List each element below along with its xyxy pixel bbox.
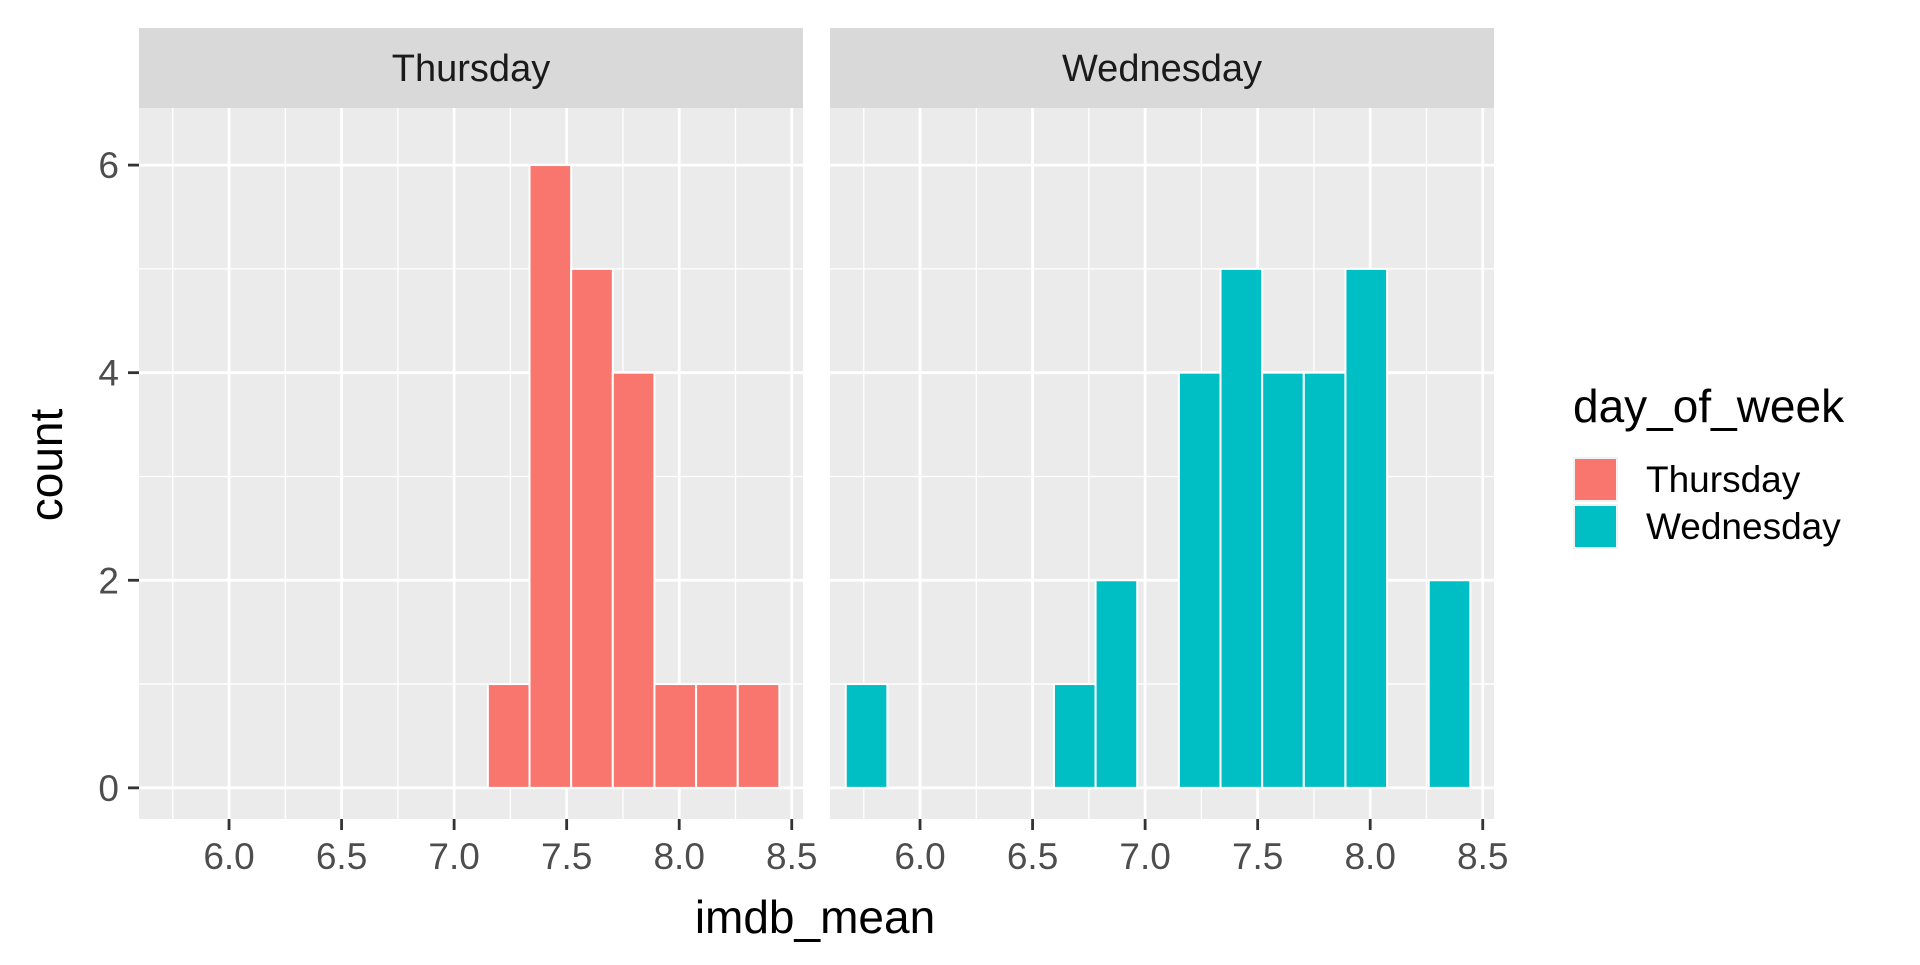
facet-strip: [139, 28, 803, 108]
histogram-bar: [528, 164, 573, 789]
plot-background: [830, 108, 1494, 819]
histogram-bar: [736, 683, 781, 789]
histogram-bar: [844, 683, 889, 789]
x-tick-label: 6.0: [203, 836, 254, 877]
x-tick-label: 7.0: [428, 836, 479, 877]
facet-strip: [830, 28, 1494, 108]
legend-label-wednesday: Wednesday: [1646, 506, 1841, 547]
histogram-bar: [1219, 267, 1264, 789]
legend-swatch-wednesday: [1575, 506, 1616, 547]
x-tick-label: 7.5: [1232, 836, 1283, 877]
histogram-bar: [1094, 579, 1139, 789]
x-tick-label: 8.5: [1457, 836, 1508, 877]
histogram-bar: [1344, 267, 1389, 789]
facet-strip-label: Wednesday: [1062, 48, 1262, 90]
x-axis-title: imdb_mean: [695, 891, 935, 943]
legend: day_of_week Thursday Wednesday: [1573, 380, 1845, 549]
histogram-bar: [1302, 371, 1347, 789]
y-tick-label: 6: [98, 145, 119, 186]
panels-layer: Thursday Wednesday: [139, 28, 1494, 819]
histogram-bar: [1177, 371, 1222, 789]
x-tick-label: 8.0: [1344, 836, 1395, 877]
x-tick-label: 6.5: [1007, 836, 1058, 877]
histogram-bar: [486, 683, 531, 789]
x-tick-label: 6.5: [316, 836, 367, 877]
histogram-bar: [653, 683, 698, 789]
histogram-bar: [1052, 683, 1097, 789]
x-tick-label: 7.0: [1119, 836, 1170, 877]
panel-thursday: Thursday: [139, 28, 803, 819]
histogram-bar: [695, 683, 739, 789]
x-tick-label: 6.0: [894, 836, 945, 877]
y-tick-label: 4: [98, 353, 119, 394]
y-tick-label: 0: [98, 768, 119, 809]
axes-layer: 6.0 6.5 7.0 7.5 8.0 8.5 6.0 6.5 7.0 7.5 8.0 8.5 0 2 4 6: [98, 145, 1508, 877]
histogram-bar: [611, 371, 656, 789]
legend-swatch-thursday: [1575, 459, 1616, 500]
panel-wednesday: Wednesday: [830, 28, 1494, 819]
x-tick-label: 7.5: [541, 836, 592, 877]
histogram-bar: [570, 267, 614, 789]
histogram-bar: [1427, 579, 1472, 789]
x-tick-label: 8.5: [766, 836, 817, 877]
x-tick-label: 8.0: [653, 836, 704, 877]
facet-strip-label: Thursday: [392, 48, 550, 90]
histogram-bar: [1261, 371, 1305, 789]
legend-title: day_of_week: [1573, 380, 1845, 432]
legend-label-thursday: Thursday: [1646, 459, 1801, 500]
y-axis-title: count: [20, 409, 72, 522]
y-tick-label: 2: [98, 560, 119, 601]
